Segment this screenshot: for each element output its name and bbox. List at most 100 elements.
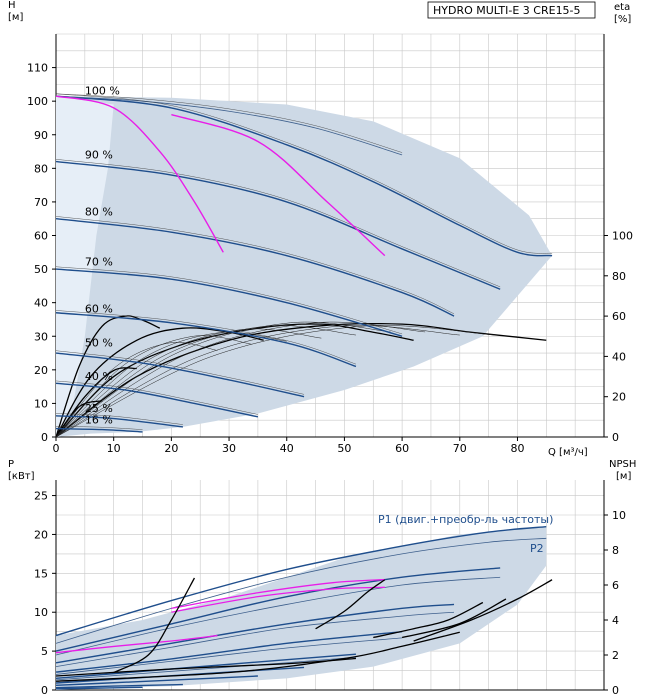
qh-curves: 100 % 90 % 80 % 70 % 60 % 50 % 40 % 25 %16 % (55, 84, 553, 438)
qh-curve (55, 160, 501, 290)
power-curve (55, 637, 403, 675)
speed-label: 80 % (85, 205, 113, 218)
h-tick-label: 100 (27, 95, 48, 108)
eta-fan-line (55, 342, 218, 438)
chart-title: HYDRO MULTI-E 3 CRE15-5 (433, 4, 581, 17)
power-curve (55, 537, 547, 644)
h-tick-label: 40 (34, 297, 48, 310)
qh-outline-line (55, 93, 403, 153)
p-axis-unit: [кВт] (8, 471, 35, 482)
qh-curve (55, 427, 143, 433)
system-curve (171, 113, 386, 257)
qh-outline-line (55, 413, 183, 425)
power-curve (55, 525, 547, 637)
speed-label: 70 % (85, 256, 113, 269)
q-tick-label: 30 (222, 442, 236, 455)
npsh-curve (55, 657, 357, 677)
npsh-curve (373, 601, 484, 639)
eta-tick-label: 100 (612, 230, 633, 243)
eta-tick-label: 60 (612, 310, 626, 323)
h-tick-label: 90 (34, 129, 48, 142)
eta-tick-label: 20 (612, 391, 626, 404)
p-tick-label: 0 (41, 684, 48, 697)
p2-series-label: P2 (530, 542, 544, 555)
q-axis-unit: Q [м³/ч] (548, 447, 588, 458)
power-system-curve (171, 586, 385, 613)
power-curve (55, 603, 455, 664)
eta-tick-label: 0 (612, 431, 619, 444)
npsh-curve (315, 579, 386, 630)
speed-label: 40 % (85, 370, 113, 383)
qh-curve (55, 268, 403, 337)
power-curve (55, 653, 357, 680)
qh-curve (55, 312, 357, 368)
qh-outline-line (55, 380, 258, 415)
speed-label: 90 % (85, 148, 113, 161)
power-ticks: 0 5 10 15 20 25 0 2 4 6 8 10 (34, 490, 626, 697)
q-tick-label: 70 (453, 442, 467, 455)
p-tick-label: 15 (34, 567, 48, 580)
q-tick-label: 20 (164, 442, 178, 455)
npsh-curve (413, 579, 553, 642)
q-tick-label: 50 (337, 442, 351, 455)
npsh-tick-label: 6 (612, 579, 619, 592)
p-tick-label: 25 (34, 490, 48, 503)
h-axis-unit: [м] (8, 12, 23, 23)
npsh-curve (401, 598, 507, 639)
qh-curve (55, 382, 259, 418)
eta-axis-label: eta (614, 2, 630, 13)
speed-label: 60 % (85, 303, 113, 316)
qh-outline-line (55, 350, 305, 395)
eta-axis-unit: [%] (614, 14, 631, 25)
npsh-curve (113, 577, 196, 674)
eta-fan-line (55, 335, 253, 438)
h-tick-label: 0 (41, 431, 48, 444)
qh-curve (55, 95, 403, 156)
eta-fan-line (55, 328, 322, 438)
speed-label: 100 % (85, 84, 120, 97)
p-tick-label: 5 (41, 645, 48, 658)
eta-fan-line (55, 331, 287, 438)
npsh-curve (55, 631, 460, 682)
npsh-axis-unit: [м] (616, 471, 631, 482)
qh-ticks: 0 10 20 30 40 50 60 70 80 0 10 20 30 40 50 60 70 80 90 100 1… (27, 62, 633, 455)
h-axis-label: H (8, 0, 16, 11)
eta-tick-label: 40 (612, 350, 626, 363)
npsh-axis-label: NPSH (609, 459, 636, 470)
qh-outline-line (55, 93, 553, 254)
p-tick-label: 10 (34, 606, 48, 619)
speed-label: 50 % (85, 336, 113, 349)
power-curve (55, 675, 258, 687)
eta-curve (55, 323, 414, 438)
h-tick-label: 80 (34, 162, 48, 175)
qh-outline-line (55, 266, 403, 335)
power-curve (55, 683, 183, 689)
q-tick-label: 40 (280, 442, 294, 455)
eta-fan-line (55, 321, 391, 438)
power-operating-envelope (56, 526, 547, 690)
q-tick-label: 0 (53, 442, 60, 455)
power-curve (55, 611, 455, 668)
qh-curve (55, 218, 455, 317)
power-system-curve (55, 634, 218, 654)
p1-series-label: P1 (двиг.+преобр-ль частоты) (378, 513, 553, 526)
h-tick-label: 20 (34, 364, 48, 377)
q-tick-label: 10 (107, 442, 121, 455)
power-curve (55, 656, 356, 681)
h-tick-label: 50 (34, 263, 48, 276)
speed-label: 16 % (85, 414, 113, 427)
power-system-curve (171, 578, 385, 609)
eta-fan-line (55, 325, 356, 438)
system-curve (55, 95, 224, 253)
power-curve (55, 567, 501, 652)
h-tick-label: 60 (34, 230, 48, 243)
npsh-tick-label: 0 (612, 684, 619, 697)
npsh-tick-label: 2 (612, 649, 619, 662)
qh-outline-line (55, 159, 501, 288)
eta-curve (55, 315, 161, 438)
npsh-tick-label: 10 (612, 509, 626, 522)
p-axis-label: P (8, 459, 14, 470)
qh-curve (55, 95, 553, 257)
q-tick-label: 60 (395, 442, 409, 455)
